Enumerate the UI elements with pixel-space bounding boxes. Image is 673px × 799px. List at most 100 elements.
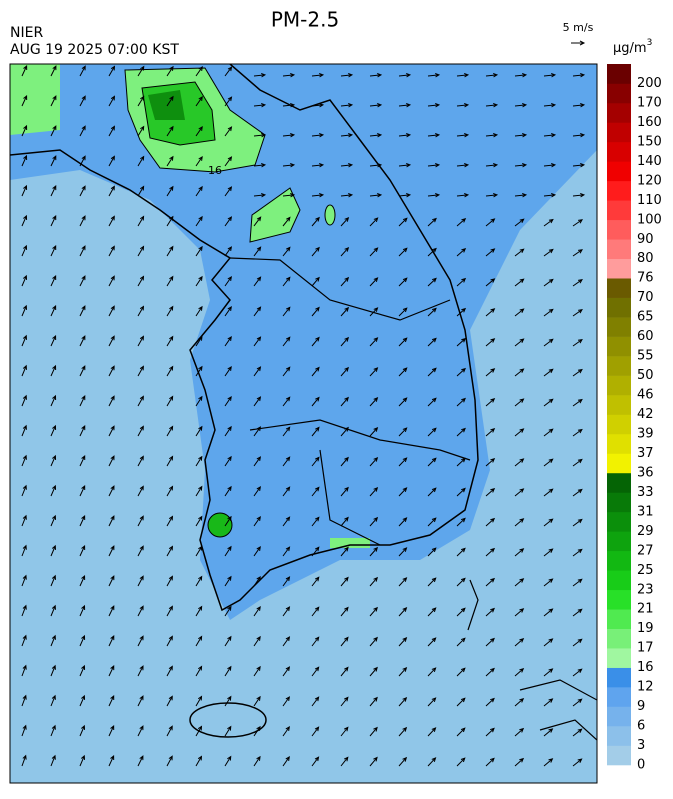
wind-arrow [137, 125, 145, 137]
wind-arrow [224, 66, 233, 77]
wind-arrow [514, 308, 525, 317]
wind-arrow [79, 365, 86, 377]
wind-arrow [224, 665, 232, 677]
wind-arrow [369, 277, 379, 287]
wind-arrow [21, 664, 27, 677]
wind-arrow [311, 456, 320, 467]
colorbar-label: 33 [637, 485, 654, 500]
wind-arrow [572, 398, 583, 407]
colorbar-segment [607, 239, 631, 260]
wind-arrow [137, 185, 145, 197]
wind-arrow [456, 517, 466, 527]
wind-arrow [137, 665, 144, 677]
wind-arrow [369, 486, 379, 497]
wind-arrow [195, 455, 203, 467]
unit-label: μg/m3 [613, 38, 652, 56]
wind-arrow [224, 605, 232, 617]
colorbar-segment [607, 745, 631, 766]
wind-arrow [572, 219, 584, 227]
wind-arrow [50, 544, 56, 557]
wind-arrow [282, 666, 291, 677]
wind-arrow [137, 395, 144, 407]
wind-arrow [108, 395, 115, 407]
wind-arrow [137, 245, 145, 257]
wind-arrow [572, 698, 583, 707]
wind-arrow [369, 516, 379, 527]
wind-arrow [572, 249, 583, 257]
wind-arrow [311, 486, 320, 497]
wind-arrow [369, 163, 383, 168]
colorbar-label: 140 [637, 154, 662, 169]
wind-arrow [514, 248, 525, 257]
wind-arrow [369, 103, 383, 108]
colorbar-segment [607, 706, 631, 727]
wind-arrow [572, 668, 583, 677]
wind-arrow [166, 245, 174, 257]
wind-arrow [514, 368, 525, 377]
wind-arrow [543, 338, 554, 347]
wind-arrow [543, 458, 554, 467]
wind-arrow [224, 515, 232, 527]
wind-arrow [369, 576, 378, 587]
wind-arrow [282, 546, 291, 557]
wind-arrow [253, 163, 267, 168]
wind-arrow [108, 485, 115, 497]
colorbar-label: 23 [637, 582, 654, 597]
wind-arrow [543, 398, 554, 407]
wind-arrow [340, 246, 350, 257]
wind-arrow [50, 424, 57, 437]
wind-arrow [514, 458, 525, 467]
wind-arrow [398, 756, 408, 767]
wind-arrow [543, 548, 554, 557]
wind-arrow [311, 606, 320, 617]
colorbar-segment [607, 297, 631, 318]
wind-arrow [456, 133, 470, 138]
wind-arrow [137, 65, 145, 77]
colorbar-label: 70 [637, 290, 654, 305]
wind-arrow [514, 73, 528, 78]
wind-arrow [108, 724, 115, 737]
wind-arrow [79, 305, 86, 317]
wind-arrow [21, 544, 27, 557]
wind-arrow [398, 457, 408, 467]
wind-arrow [340, 133, 354, 138]
colorbar-label: 46 [637, 388, 654, 403]
colorbar-segment [607, 433, 631, 454]
wind-arrow [514, 103, 528, 108]
wind-arrow [253, 396, 262, 407]
wind-arrow [166, 125, 174, 137]
wind-arrow [224, 306, 232, 317]
wind-arrow [166, 155, 174, 167]
wind-arrow [514, 638, 525, 647]
wind-arrow [427, 427, 437, 437]
wind-arrow [311, 133, 325, 138]
wind-arrow [398, 547, 408, 557]
wind-arrow [311, 546, 320, 557]
wind-arrow [514, 193, 528, 198]
colorbar-label: 0 [637, 758, 645, 773]
wind-arrow [50, 634, 56, 647]
wind-arrow [21, 154, 28, 167]
wind-arrow [311, 426, 320, 437]
wind-arrow [456, 757, 466, 767]
wind-arrow [572, 758, 583, 767]
wind-arrow [50, 724, 56, 737]
green-spot [324, 204, 336, 226]
map-frame [9, 63, 598, 784]
wind-arrow [398, 307, 408, 317]
title: PM-2.5 [271, 8, 339, 32]
wind-arrow [224, 186, 233, 197]
wind-arrow [427, 517, 437, 527]
wind-arrow [485, 457, 496, 467]
wind-arrow [572, 578, 583, 587]
wind-arrow [514, 578, 525, 587]
wind-arrow [572, 638, 583, 647]
wind-arrow [398, 726, 408, 737]
wind-arrow [485, 607, 495, 617]
wind-arrow [543, 193, 557, 198]
wind-arrow [21, 304, 27, 317]
wind-arrow [195, 695, 203, 707]
wind-arrow [456, 487, 466, 497]
wind-arrow [427, 577, 437, 587]
wind-arrow [108, 185, 115, 197]
